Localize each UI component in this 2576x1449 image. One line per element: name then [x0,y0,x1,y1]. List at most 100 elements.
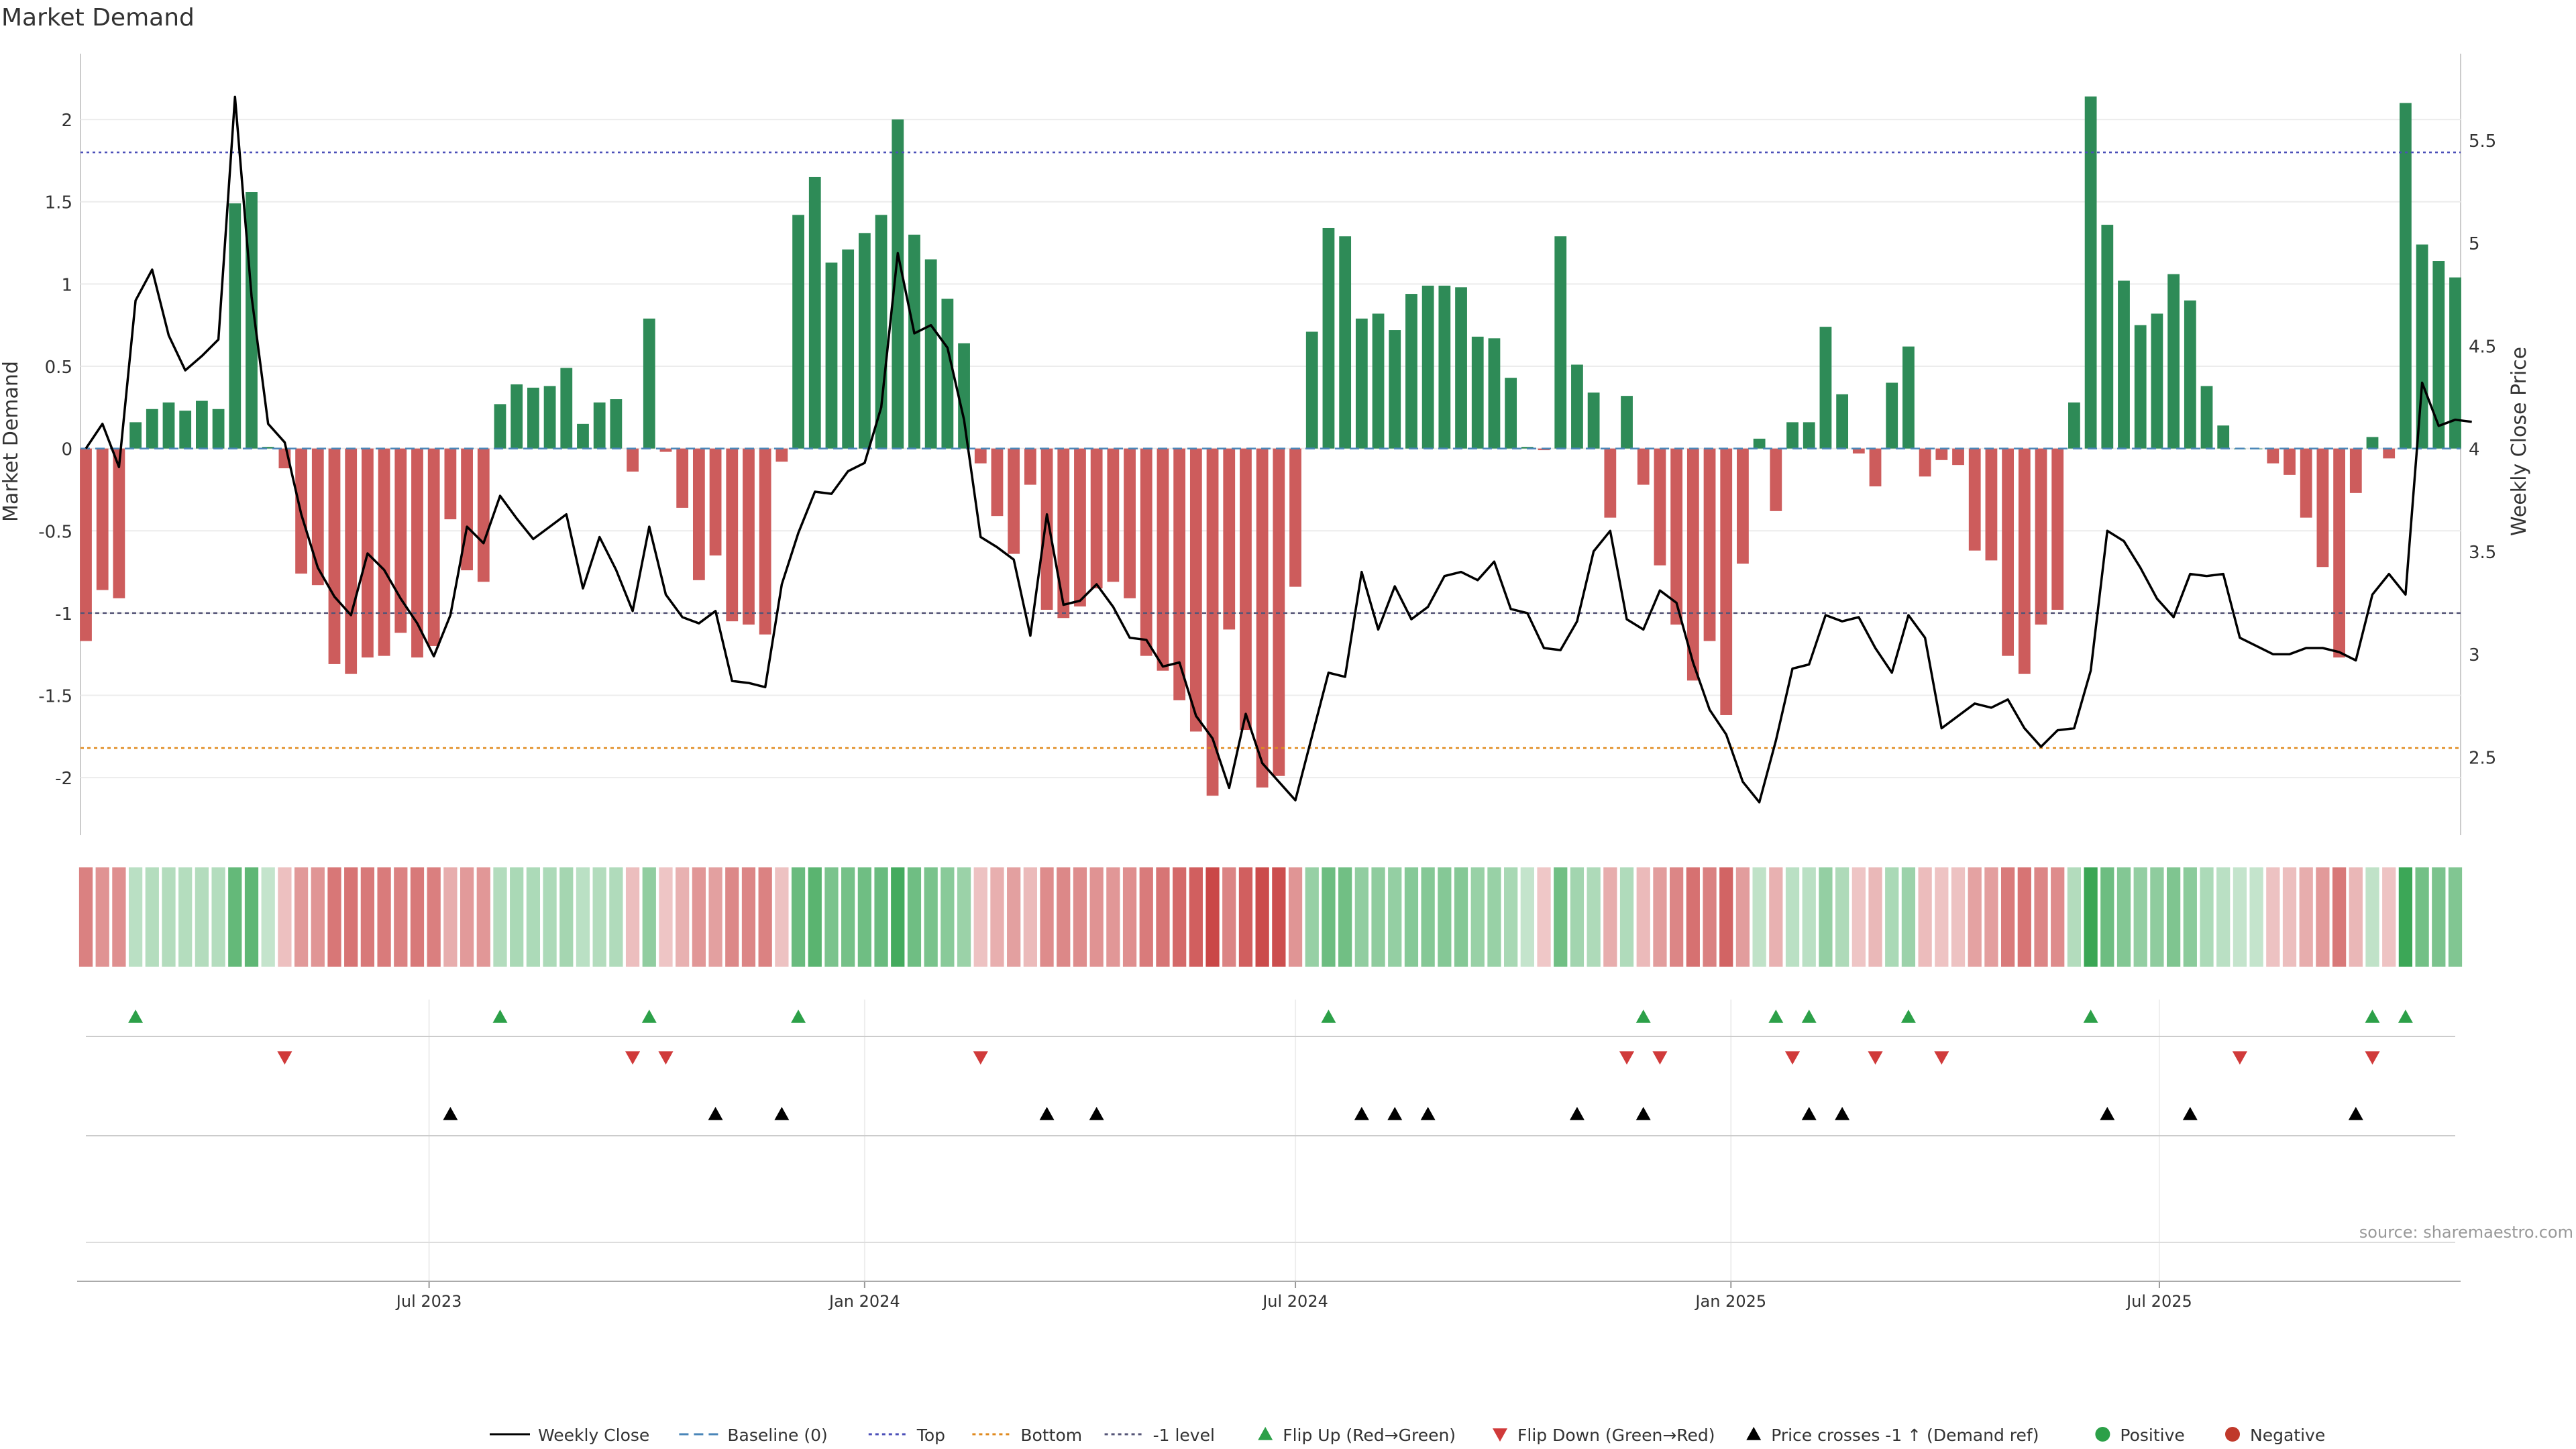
heat-strip-cell [1222,867,1236,967]
flip-down-marker [1868,1051,1883,1065]
heat-strip-cell [2316,867,2330,967]
heat-strip-cell [2000,867,2015,967]
heat-strip-cell [791,867,806,967]
heat-strip-cell [526,867,541,967]
negative-bar [80,448,92,641]
heat-strip-cell [2415,867,2429,967]
heat-strip-cell [410,867,425,967]
heat-strip-cell [311,867,325,967]
y2-tick-label: 3 [2469,645,2480,665]
positive-bar [1505,378,1517,449]
positive-bar [1886,382,1898,449]
heat-strip-cell [2266,867,2280,967]
positive-bar [1455,287,1467,449]
heat-strip-cell [2034,867,2048,967]
heat-strip-cell [1272,867,1286,967]
heat-strip-cell [1935,867,1949,967]
negative-bar [427,448,440,646]
heat-strip-cell [1984,867,1998,967]
heat-strip-cell [493,867,507,967]
negative-bar [2018,448,2031,674]
heat-strip-cell [1470,867,1485,967]
heat-strip-cell [1007,867,1021,967]
heat-strip-cell [2133,867,2147,967]
positive-bar [146,409,158,449]
heat-strip-cell [2432,867,2446,967]
negative-bar [759,448,771,635]
legend-label: Price crosses -1 ↑ (Demand ref) [1771,1426,2039,1445]
heat-strip-cell [990,867,1004,967]
positive-bar [2101,225,2114,449]
negative-bar [1952,448,1964,466]
legend-label: Baseline (0) [727,1426,827,1445]
flip-down-marker [2232,1051,2247,1065]
y-tick-label: -0.5 [38,522,72,542]
heat-strip-cell [1338,867,1352,967]
negative-bar [96,448,109,590]
heat-strip-cell [2216,867,2231,967]
legend-item: Flip Down (Green→Red) [1493,1426,1715,1445]
legend-item: Price crosses -1 ↑ (Demand ref) [1746,1426,2039,1445]
price-cross-marker [1420,1107,1436,1120]
price-cross-marker [2182,1107,2198,1120]
positive-bar [2084,96,2097,449]
positive-bar [262,447,274,449]
positive-bar [808,176,821,449]
price-cross-marker [708,1107,723,1120]
flip-up-marker [791,1010,806,1023]
negative-bar [1919,448,1931,477]
positive-bar [1819,327,1832,449]
heat-strip-cell [1520,867,1534,967]
heat-strip-cell [1404,867,1419,967]
legend-item: Weekly Close [490,1426,649,1445]
negative-bar [2284,448,2296,475]
heat-strip-cell [2166,867,2181,967]
heat-strip-cell [2200,867,2214,967]
heat-strip-cell [1454,867,1468,967]
legend-label: -1 level [1153,1426,1215,1445]
positive-bar [2432,261,2445,449]
positive-bar [2184,300,2196,449]
heat-strip-cell [692,867,706,967]
heat-strip-cell [394,867,408,967]
heat-strip-cell [1189,867,1203,967]
heat-strip-cell [261,867,275,967]
negative-bar [1223,448,1236,630]
heat-strip-cell [460,867,474,967]
heat-strip-cell [1951,867,1966,967]
negative-bar [1637,448,1650,485]
heat-strip-cell [1305,867,1319,967]
positive-bar [560,368,573,449]
flip-down-marker [1619,1051,1635,1065]
heat-strip-cell [2249,867,2263,967]
heat-strip-cell [1885,867,1899,967]
heat-strip-cell [1619,867,1634,967]
positive-bar [527,387,539,449]
heat-strip-cell [427,867,441,967]
flip-up-marker [1635,1010,1651,1023]
negative-bar [991,448,1004,517]
heat-strip-cell [1918,867,1932,967]
flip-down-marker [2365,1051,2380,1065]
heat-strip-cell [2332,867,2347,967]
heat-strip-cell [725,867,739,967]
y-tick-label: -1.5 [38,687,72,707]
heat-strip-cell [1570,867,1585,967]
heat-strip-cell [1670,867,1684,967]
heat-strip-cell [244,867,259,967]
y-tick-label: 1 [61,275,72,295]
negative-bar [692,448,705,580]
heat-strip-cell [957,867,971,967]
heat-strip-cell [758,867,772,967]
positive-bar [1571,364,1583,449]
negative-bar [1289,448,1301,587]
legend: Weekly Close Baseline (0) Top Bottom -1 leve… [490,1426,2325,1445]
price-cross-marker [1089,1107,1104,1120]
negative-bar [2002,448,2015,656]
negative-bar [974,448,987,464]
y-tick-label: 2 [61,111,72,131]
legend-label: Flip Up (Red→Green) [1283,1426,1456,1445]
heat-strip-cell [941,867,955,967]
positive-bar [1902,346,1915,449]
positive-bar [2200,386,2213,449]
